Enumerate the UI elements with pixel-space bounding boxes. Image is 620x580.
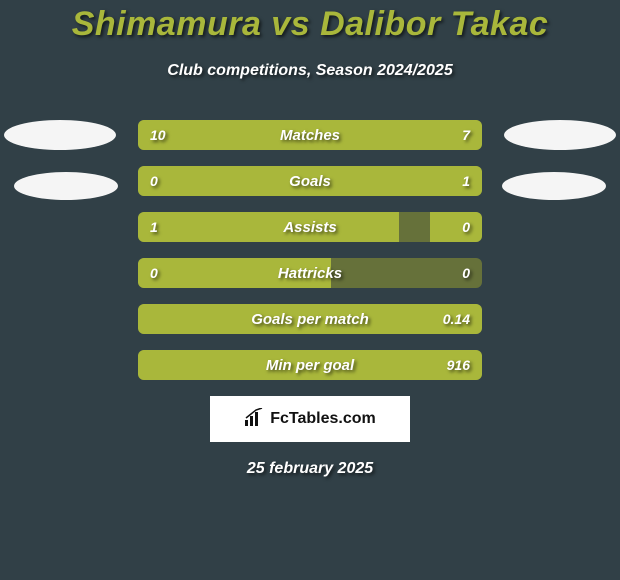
chart-icon bbox=[244, 408, 264, 431]
stat-label: Min per goal bbox=[138, 350, 482, 380]
player-right-badge-1 bbox=[504, 120, 616, 150]
stat-label: Hattricks bbox=[138, 258, 482, 288]
footer-text: FcTables.com bbox=[270, 410, 376, 428]
stat-row: 10Matches7 bbox=[138, 120, 482, 150]
player-left-badge-2 bbox=[14, 172, 118, 200]
player-right-badge-2 bbox=[502, 172, 606, 200]
stat-value-right: 7 bbox=[462, 120, 470, 150]
stat-label: Goals per match bbox=[138, 304, 482, 334]
stat-value-right: 916 bbox=[447, 350, 470, 380]
stat-value-right: 0 bbox=[462, 258, 470, 288]
stat-value-right: 0.14 bbox=[443, 304, 470, 334]
stat-row: Min per goal916 bbox=[138, 350, 482, 380]
player-left-badge-1 bbox=[4, 120, 116, 150]
stat-row: 0Hattricks0 bbox=[138, 258, 482, 288]
footer-badge[interactable]: FcTables.com bbox=[210, 396, 410, 442]
subtitle: Club competitions, Season 2024/2025 bbox=[0, 62, 620, 80]
stat-row: 1Assists0 bbox=[138, 212, 482, 242]
stat-value-right: 1 bbox=[462, 166, 470, 196]
stats-area: 10Matches70Goals11Assists00Hattricks0Goa… bbox=[0, 120, 620, 380]
stat-row: Goals per match0.14 bbox=[138, 304, 482, 334]
stat-value-right: 0 bbox=[462, 212, 470, 242]
stat-label: Goals bbox=[138, 166, 482, 196]
date-text: 25 february 2025 bbox=[0, 460, 620, 478]
stat-label: Matches bbox=[138, 120, 482, 150]
stat-label: Assists bbox=[138, 212, 482, 242]
stat-row: 0Goals1 bbox=[138, 166, 482, 196]
page-title: Shimamura vs Dalibor Takac bbox=[0, 5, 620, 44]
